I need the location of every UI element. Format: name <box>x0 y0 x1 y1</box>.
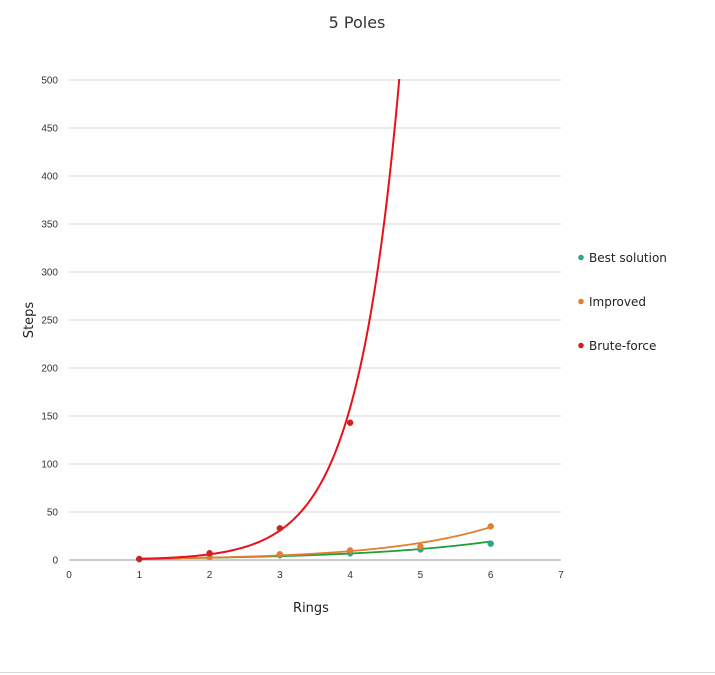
trendline-brute-force <box>139 79 401 560</box>
legend: Best solution Improved Brute-force <box>578 251 667 353</box>
legend-label-best-solution: Best solution <box>589 251 667 265</box>
legend-marker-best-solution <box>578 254 584 261</box>
y-tick-label: 50 <box>47 508 59 519</box>
data-point-brute-force <box>276 525 284 532</box>
plot-area <box>136 79 494 563</box>
chart-title: 5 Poles <box>329 13 386 32</box>
y-axis-ticks: 0 50 100 150 200 250 300 350 400 450 500 <box>41 76 58 567</box>
legend-label-brute-force: Brute-force <box>589 339 656 353</box>
y-tick-label: 500 <box>41 76 58 87</box>
y-tick-label: 400 <box>41 172 58 183</box>
y-tick-label: 0 <box>52 556 58 567</box>
x-tick-label: 2 <box>207 570 213 581</box>
data-point-brute-force <box>206 550 213 557</box>
data-point-improved <box>487 523 494 530</box>
x-tick-label: 6 <box>488 570 494 581</box>
y-tick-label: 450 <box>41 124 58 135</box>
data-point-brute-force <box>346 419 354 426</box>
y-tick-label: 150 <box>41 412 58 423</box>
x-tick-label: 1 <box>137 570 143 581</box>
y-tick-label: 100 <box>41 460 58 471</box>
y-axis-label: Steps <box>22 302 37 339</box>
y-tick-label: 350 <box>41 220 58 231</box>
data-point-brute-force <box>136 555 143 563</box>
data-point-best-solution <box>487 540 494 547</box>
bottom-divider <box>0 672 715 673</box>
x-tick-label: 5 <box>418 570 424 581</box>
grid-lines <box>69 79 561 561</box>
x-tick-label: 7 <box>558 570 564 581</box>
legend-marker-brute-force <box>578 342 584 349</box>
data-point-improved <box>417 543 424 550</box>
y-tick-label: 200 <box>41 364 58 375</box>
legend-marker-improved <box>578 298 584 305</box>
x-axis-ticks: 0 1 2 3 4 5 6 7 <box>66 570 564 581</box>
legend-label-improved: Improved <box>589 295 646 309</box>
y-tick-label: 300 <box>41 268 58 279</box>
x-axis-label: Rings <box>293 601 329 616</box>
y-tick-label: 250 <box>41 316 58 327</box>
x-tick-label: 3 <box>277 570 283 581</box>
data-point-improved <box>276 550 284 558</box>
x-tick-label: 4 <box>347 570 353 581</box>
trendline-improved <box>139 526 491 560</box>
x-tick-label: 0 <box>66 570 72 581</box>
data-point-improved <box>346 547 354 554</box>
